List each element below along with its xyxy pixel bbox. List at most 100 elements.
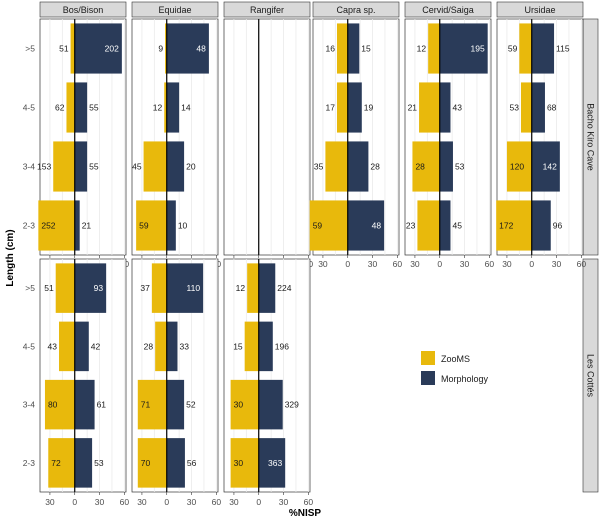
label-zooms-3-4: 153 bbox=[37, 162, 51, 172]
label-zooms-4-5: 53 bbox=[510, 103, 520, 113]
label-morphology-5: 15 bbox=[361, 44, 371, 54]
legend: ZooMS Morphology bbox=[421, 351, 489, 385]
label-morphology-2-3: 96 bbox=[553, 221, 563, 231]
site-strip-bacho-kiro-cave: Bacho Kiro Cave bbox=[582, 18, 599, 256]
label-zooms-5: 37 bbox=[140, 283, 150, 293]
bar-morphology-2-3 bbox=[531, 200, 551, 251]
label-morphology-5: 93 bbox=[94, 283, 104, 293]
bar-zooms-3-4 bbox=[325, 141, 348, 192]
bar-morphology-2-3 bbox=[74, 438, 93, 488]
bar-zooms-4-5 bbox=[164, 82, 167, 133]
bar-morphology-3-4 bbox=[347, 141, 369, 192]
label-morphology-3-4: 28 bbox=[370, 162, 380, 172]
label-zooms-3-4: 80 bbox=[48, 400, 58, 410]
panel-les-cott-s-bos-bison: 51 93 43 42 80 61 72 53 >5 4-5 3-4 2-3 30 0 30 60 bbox=[23, 258, 129, 507]
taxon-strip-label: Ursidae bbox=[524, 5, 555, 15]
label-zooms-5: 12 bbox=[236, 283, 246, 293]
y-tick-label: 4-5 bbox=[23, 103, 36, 113]
bar-morphology-2-3 bbox=[166, 200, 176, 251]
label-zooms-4-5: 28 bbox=[144, 341, 154, 351]
taxon-strip-label: Equidae bbox=[158, 5, 191, 15]
label-zooms-4-5: 12 bbox=[153, 103, 163, 113]
label-zooms-2-3: 23 bbox=[406, 221, 416, 231]
label-morphology-5: 115 bbox=[556, 44, 570, 54]
site-strip-bg bbox=[582, 258, 599, 493]
label-zooms-2-3: 72 bbox=[51, 458, 61, 468]
bar-zooms-4-5 bbox=[336, 82, 348, 133]
panel-background bbox=[223, 18, 311, 256]
bar-zooms-3-4 bbox=[506, 141, 532, 192]
bar-zooms-5 bbox=[336, 23, 348, 74]
x-tick-label: 60 bbox=[212, 497, 222, 507]
legend-key-morphology bbox=[421, 371, 435, 385]
bar-zooms-4-5 bbox=[244, 321, 259, 372]
x-tick-label: 30 bbox=[95, 497, 105, 507]
y-axis-title: Length (cm) bbox=[5, 229, 16, 286]
x-tick-label: 30 bbox=[137, 497, 147, 507]
panel-les-cott-s-equidae: 37 110 28 33 71 52 70 56 30 0 30 60 bbox=[131, 258, 222, 507]
taxon-strip-bg bbox=[496, 1, 584, 18]
site-strip-label: Bacho Kiro Cave bbox=[586, 103, 596, 171]
bar-zooms-4-5 bbox=[520, 82, 532, 133]
bar-morphology-3-4 bbox=[531, 141, 560, 192]
bar-morphology-5 bbox=[439, 23, 488, 74]
label-morphology-3-4: 55 bbox=[89, 162, 99, 172]
bar-zooms-5 bbox=[70, 23, 75, 74]
taxon-strip-label: Cervid/Saiga bbox=[422, 5, 474, 15]
bar-zooms-2-3 bbox=[496, 200, 532, 251]
bar-morphology-4-5 bbox=[166, 321, 178, 372]
label-zooms-5: 51 bbox=[44, 283, 54, 293]
label-zooms-5: 59 bbox=[508, 44, 518, 54]
site-strip-label: Les Cottés bbox=[586, 354, 596, 398]
label-morphology-3-4: 52 bbox=[186, 400, 196, 410]
y-tick-label: 3-4 bbox=[23, 162, 36, 172]
bar-morphology-4-5 bbox=[166, 82, 180, 133]
taxon-strip-label: Rangifer bbox=[250, 5, 284, 15]
site-strip-les-cott-s: Les Cottés bbox=[582, 258, 599, 493]
bar-zooms-3-4 bbox=[53, 141, 75, 192]
taxon-strip-bg bbox=[131, 1, 219, 18]
x-tick-label: 30 bbox=[410, 259, 420, 269]
label-zooms-2-3: 172 bbox=[499, 221, 513, 231]
bar-morphology-5 bbox=[347, 23, 360, 74]
bar-zooms-2-3 bbox=[309, 200, 348, 251]
label-morphology-2-3: 21 bbox=[82, 221, 92, 231]
label-morphology-2-3: 45 bbox=[452, 221, 462, 231]
x-tick-label: 30 bbox=[318, 259, 328, 269]
label-morphology-4-5: 33 bbox=[179, 341, 189, 351]
taxon-strip-bg bbox=[404, 1, 492, 18]
label-zooms-2-3: 59 bbox=[139, 221, 149, 231]
bar-zooms-2-3 bbox=[136, 200, 167, 251]
label-morphology-3-4: 61 bbox=[97, 400, 107, 410]
bar-morphology-4-5 bbox=[74, 82, 88, 133]
taxon-strip-rangifer: Rangifer bbox=[223, 1, 311, 18]
y-tick-label: 2-3 bbox=[23, 221, 36, 231]
bar-morphology-5 bbox=[74, 263, 107, 313]
bar-zooms-3-4 bbox=[137, 379, 167, 430]
x-tick-label: 30 bbox=[187, 497, 197, 507]
label-morphology-3-4: 329 bbox=[285, 400, 299, 410]
label-morphology-5: 48 bbox=[196, 44, 206, 54]
bar-morphology-3-4 bbox=[439, 141, 453, 192]
label-zooms-2-3: 70 bbox=[141, 458, 151, 468]
bar-zooms-5 bbox=[55, 263, 75, 313]
label-zooms-2-3: 30 bbox=[234, 458, 244, 468]
bar-zooms-4-5 bbox=[59, 321, 75, 372]
label-morphology-2-3: 48 bbox=[372, 221, 382, 231]
label-zooms-4-5: 17 bbox=[326, 103, 336, 113]
bar-morphology-5 bbox=[531, 23, 555, 74]
bar-morphology-3-4 bbox=[166, 141, 185, 192]
y-tick-label: 4-5 bbox=[23, 341, 36, 351]
bar-zooms-2-3 bbox=[417, 200, 440, 251]
label-zooms-3-4: 28 bbox=[415, 162, 425, 172]
label-zooms-2-3: 252 bbox=[41, 221, 55, 231]
x-tick-label: 30 bbox=[45, 497, 55, 507]
label-morphology-3-4: 20 bbox=[186, 162, 196, 172]
label-morphology-5: 110 bbox=[187, 283, 201, 293]
bar-morphology-5 bbox=[166, 23, 209, 74]
x-tick-label: 30 bbox=[460, 259, 470, 269]
panel-bacho-kiro-cave-ursidae: 59 115 53 68 120 142 172 96 30 0 30 60 bbox=[496, 18, 586, 269]
label-zooms-3-4: 30 bbox=[234, 400, 244, 410]
